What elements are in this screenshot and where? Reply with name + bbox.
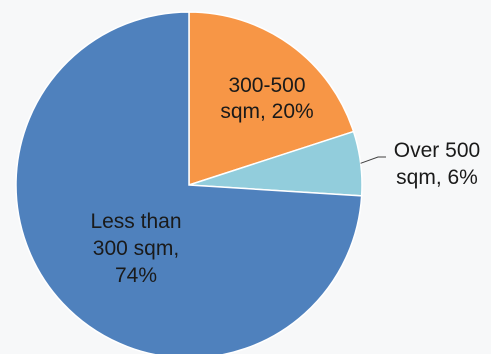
data-label-line: sqm, 20% [220,100,313,123]
data-label-2: Over 500 sqm, 6% [394,139,480,189]
data-label-line: Over 500 [394,139,480,162]
data-label-3: Less than 300 sqm, 74% [90,210,181,287]
data-label-line: 74% [115,264,157,287]
data-labels: 300-500 sqm, 20% Over 500 sqm, 6% Less than 3… [90,74,480,287]
pie-slice-3 [15,11,363,354]
data-label-1: 300-500 sqm, 20% [220,74,313,123]
pie-slice-1 [188,11,355,187]
data-label-line: 300-500 [228,74,305,97]
leader-line [360,156,386,164]
data-label-line: sqm, 6% [396,166,478,189]
data-label-line: 300 sqm, [93,237,179,260]
data-label-line: Less than [90,210,181,233]
pie-slices [15,11,363,354]
